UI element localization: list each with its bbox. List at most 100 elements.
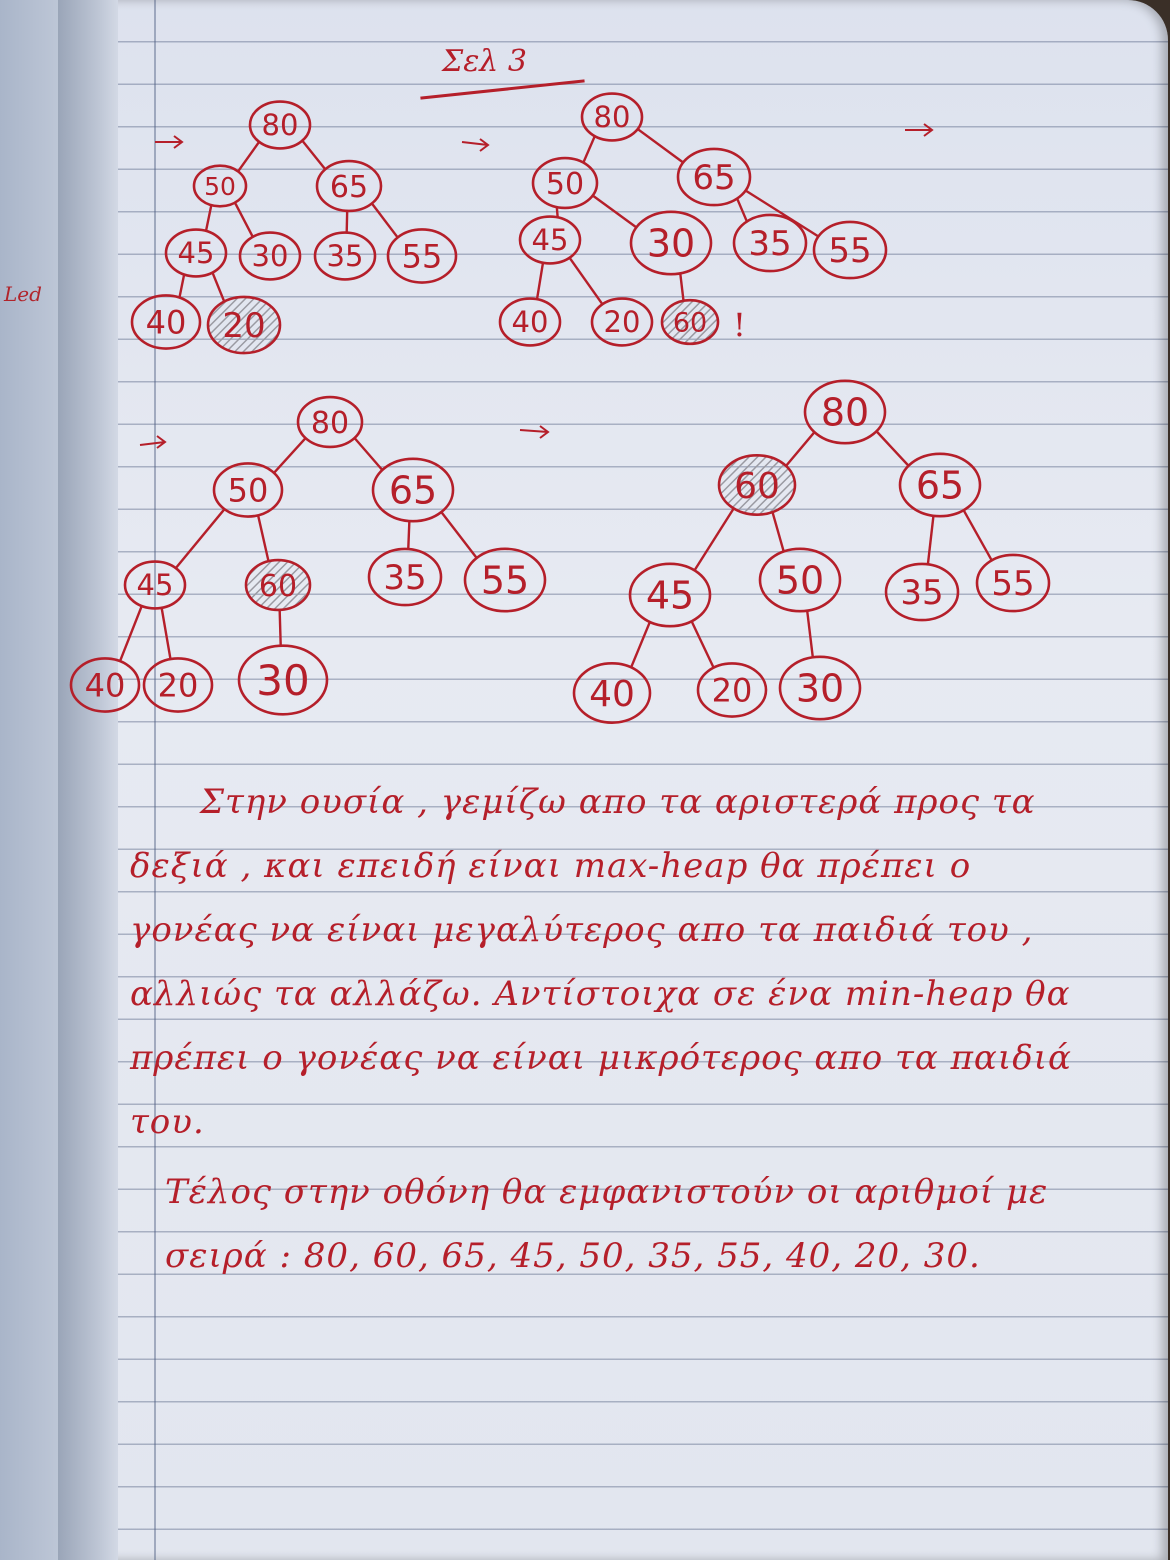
arrow-head-icon bbox=[479, 138, 490, 152]
tree-edge bbox=[962, 510, 993, 561]
node-value: 45 bbox=[646, 574, 694, 618]
node-value: 40 bbox=[146, 304, 187, 342]
step-arrow bbox=[461, 141, 489, 146]
node-circle bbox=[123, 560, 187, 610]
node-value: 40 bbox=[85, 667, 126, 705]
conclusion-line-1: Τέλος στην οθόνη θα εμφανιστούν οι αριθμ… bbox=[165, 1172, 1049, 1212]
node-circle bbox=[142, 657, 214, 713]
heap-node: 40 bbox=[130, 294, 202, 350]
node-circle bbox=[590, 297, 654, 347]
node-value: 50 bbox=[228, 472, 269, 510]
heap-node: 20 bbox=[142, 657, 214, 713]
heap-node: 50 bbox=[212, 462, 284, 518]
conclusion-paragraph: Τέλος στην οθόνη θα εμφανιστούν οι αριθμ… bbox=[130, 1160, 1090, 1288]
tree-edge bbox=[407, 521, 411, 549]
node-value: 60 bbox=[259, 569, 297, 604]
heap-node: 55 bbox=[812, 220, 888, 280]
heap-node: 50 bbox=[192, 164, 248, 208]
heap-node: 55 bbox=[386, 228, 458, 284]
heap-tree-4: 80 60 65 45 50 35 55 40 20 30 bbox=[572, 379, 1051, 724]
heap-node: 80 bbox=[803, 379, 887, 445]
node-circle bbox=[696, 662, 768, 718]
node-circle bbox=[69, 657, 141, 713]
heap-node: 40 bbox=[498, 297, 562, 347]
tree-edge bbox=[745, 189, 819, 238]
heap-node: 20 bbox=[590, 297, 654, 347]
node-value: 80 bbox=[821, 391, 869, 435]
node-circle bbox=[531, 156, 599, 210]
heap-node: 45 bbox=[164, 228, 228, 278]
exclamation-mark: ! bbox=[733, 306, 746, 344]
margin-line bbox=[154, 0, 156, 1560]
heap-node: 65 bbox=[898, 452, 982, 518]
heap-node: 35 bbox=[313, 231, 377, 281]
node-circle bbox=[313, 231, 377, 281]
step-arrow bbox=[519, 429, 549, 433]
node-circle bbox=[518, 215, 582, 265]
output-sequence: σειρά : 80, 60, 65, 45, 50, 35, 55, 40, … bbox=[165, 1236, 981, 1276]
node-value: 30 bbox=[796, 667, 844, 711]
page-heading: Σελ 3 bbox=[442, 44, 527, 79]
node-circle bbox=[660, 298, 720, 346]
node-value: 55 bbox=[402, 238, 443, 276]
node-circle bbox=[975, 553, 1051, 613]
tree-edge bbox=[736, 198, 748, 222]
heap-node: 65 bbox=[676, 147, 752, 207]
node-circle bbox=[732, 213, 808, 273]
tree-edge bbox=[690, 621, 715, 668]
heap-node: 80 bbox=[580, 92, 644, 142]
node-circle bbox=[192, 164, 248, 208]
node-value: 65 bbox=[692, 158, 735, 198]
node-circle bbox=[164, 228, 228, 278]
arrow-head-icon bbox=[173, 135, 184, 149]
step-arrow bbox=[139, 441, 166, 446]
tree-edge bbox=[568, 257, 604, 305]
tree-edge bbox=[555, 207, 559, 217]
tree-edge bbox=[211, 272, 226, 302]
heap-tree-3: 80 50 65 45 60 35 55 40 20 30 bbox=[69, 395, 547, 716]
node-circle bbox=[212, 462, 284, 518]
heap-node: 80 bbox=[248, 100, 312, 150]
node-value: 20 bbox=[222, 306, 265, 346]
tree-edge bbox=[592, 194, 637, 229]
node-circle bbox=[778, 655, 862, 721]
tree-edge bbox=[204, 205, 213, 231]
heap-node: 50 bbox=[758, 547, 842, 613]
node-value: 55 bbox=[991, 564, 1034, 604]
heap-node: 20 bbox=[696, 662, 768, 718]
node-value: 30 bbox=[252, 239, 289, 273]
node-value: 40 bbox=[512, 305, 549, 339]
heap-node: 50 bbox=[531, 156, 599, 210]
node-value: 80 bbox=[594, 100, 631, 134]
node-circle bbox=[367, 547, 443, 607]
node-value: 80 bbox=[262, 108, 299, 142]
node-circle bbox=[628, 562, 712, 628]
node-value: 40 bbox=[589, 674, 635, 715]
node-circle bbox=[884, 562, 960, 622]
node-circle bbox=[130, 294, 202, 350]
heap-node: 55 bbox=[975, 553, 1051, 613]
node-value: 30 bbox=[256, 656, 309, 705]
tree-edge bbox=[693, 508, 735, 571]
arrow-head-icon bbox=[156, 435, 167, 449]
tree-edge bbox=[273, 437, 307, 474]
node-circle bbox=[238, 231, 302, 281]
node-value: 50 bbox=[776, 559, 824, 603]
heap-node: 30 bbox=[629, 210, 713, 276]
node-value: 45 bbox=[178, 236, 215, 270]
node-value: 55 bbox=[481, 559, 529, 603]
node-value: 30 bbox=[647, 222, 695, 266]
node-value: 35 bbox=[748, 224, 791, 264]
heap-node: 65 bbox=[371, 457, 455, 523]
node-circle bbox=[629, 210, 713, 276]
tree-edge bbox=[875, 430, 910, 467]
node-value: 80 bbox=[311, 406, 349, 441]
node-value: 50 bbox=[204, 172, 236, 201]
tree-edge bbox=[440, 511, 478, 559]
tree-edge bbox=[637, 128, 684, 164]
node-circle bbox=[296, 395, 364, 449]
heap-node: 60 bbox=[660, 298, 720, 346]
node-circle bbox=[386, 228, 458, 284]
node-value: 65 bbox=[389, 469, 437, 513]
